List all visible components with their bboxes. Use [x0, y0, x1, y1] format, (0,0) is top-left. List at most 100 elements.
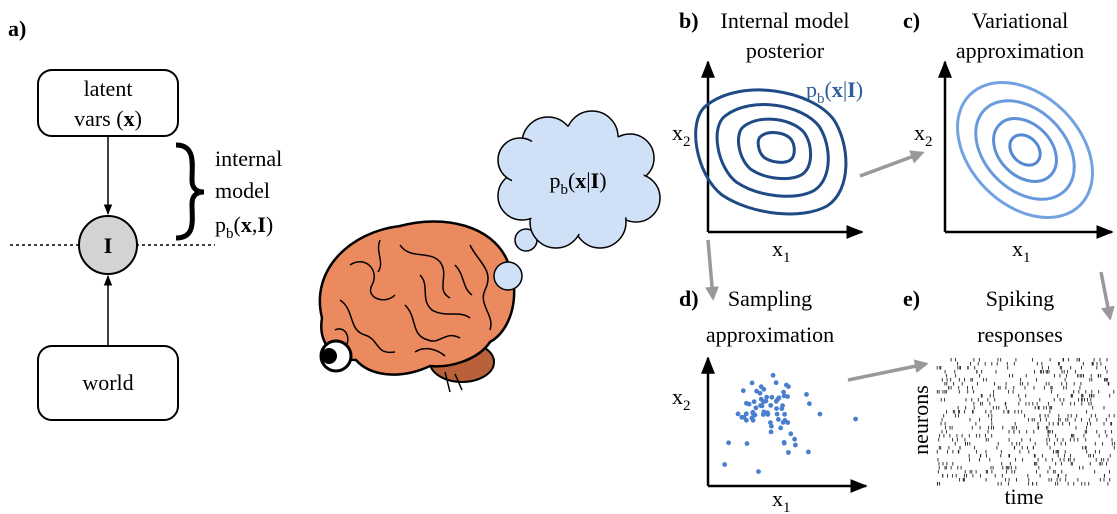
sample-point	[804, 392, 809, 397]
sample-point	[764, 399, 769, 404]
axis-label: x1	[772, 486, 791, 514]
panel-label: e)	[903, 286, 920, 311]
axis-label: x1	[772, 236, 791, 266]
sample-point	[782, 393, 787, 398]
panel-label: c)	[903, 8, 920, 33]
text-part: b	[560, 182, 568, 198]
panel-title: approximation	[956, 38, 1084, 63]
sample-point	[726, 440, 731, 445]
brace	[176, 145, 204, 238]
sample-point	[745, 441, 750, 446]
sample-point	[778, 426, 783, 431]
sample-point	[744, 401, 749, 406]
panel-title: Sampling	[728, 286, 812, 311]
sample-point	[771, 373, 776, 378]
sample-point	[741, 388, 746, 393]
sample-point	[758, 391, 763, 396]
axis-label: neurons	[908, 385, 933, 455]
sample-point	[788, 431, 793, 436]
axis-label: x2	[914, 120, 933, 150]
text-part: p	[549, 168, 560, 193]
text-part: (	[568, 168, 575, 193]
text-part: I	[591, 168, 600, 193]
sample-point	[774, 399, 779, 404]
text-part: b	[226, 226, 234, 242]
panel-label: d)	[679, 286, 699, 311]
sample-point	[739, 415, 744, 420]
arrow	[708, 240, 713, 298]
sample-point	[752, 399, 757, 404]
text-part: I	[847, 77, 856, 102]
text-part: x	[241, 212, 252, 237]
axis-label: time	[1004, 484, 1043, 509]
contour	[738, 119, 810, 179]
panel-title: approximation	[706, 322, 834, 347]
thought-bubble	[494, 111, 660, 290]
sample-point	[786, 450, 791, 455]
arrow	[848, 364, 926, 380]
text-part: x	[914, 120, 925, 145]
sample-point	[759, 397, 764, 402]
sample-point	[807, 401, 812, 406]
panel-title: Variational	[972, 8, 1069, 33]
sample-point	[786, 384, 791, 389]
node-label: I	[104, 233, 113, 258]
axis-label: x2	[672, 120, 691, 150]
sample-point	[793, 443, 798, 448]
text-part: x	[772, 236, 783, 261]
latent-text: latent	[84, 76, 133, 101]
sample-point	[758, 403, 763, 408]
text-part: x	[772, 486, 783, 511]
sample-point	[769, 430, 774, 435]
sample-point	[764, 395, 769, 400]
model-text: model	[215, 178, 270, 203]
panel-label: b)	[679, 8, 699, 33]
brain	[320, 221, 514, 392]
sample-point	[774, 406, 779, 411]
sample-point	[774, 380, 779, 385]
figure: a) latent vars (x) I world internal mode…	[0, 0, 1117, 514]
sample-point	[722, 462, 727, 467]
sample-point	[750, 416, 755, 421]
text-part: (	[234, 212, 241, 237]
posterior-contours	[696, 90, 846, 214]
panel-title: Spiking	[986, 286, 1054, 311]
text-part: x	[575, 168, 586, 193]
text-part: 2	[683, 134, 691, 150]
text-part: x	[124, 106, 135, 131]
sample-point	[792, 437, 797, 442]
sample-point	[818, 412, 823, 417]
text-part: )	[135, 106, 142, 131]
panel-title: Internal model	[721, 8, 850, 33]
text-part: 2	[925, 134, 933, 150]
variational-ellipses	[931, 56, 1117, 244]
sample-point	[806, 450, 811, 455]
text-part: x	[672, 120, 683, 145]
sample-point	[781, 420, 786, 425]
sample-point	[779, 406, 784, 411]
sample-point	[853, 417, 858, 422]
text-part: p	[215, 212, 226, 237]
text-part: )	[266, 212, 273, 237]
sample-point	[750, 381, 755, 386]
text-part: x	[672, 384, 683, 409]
sample-point	[776, 417, 781, 422]
text-part: I	[257, 212, 266, 237]
panel-title: posterior	[746, 38, 825, 63]
text-part: 1	[783, 250, 791, 266]
axis-label: x2	[672, 384, 691, 414]
world-text: world	[82, 370, 133, 395]
axis-label: x1	[1012, 236, 1031, 266]
sample-point	[769, 424, 774, 429]
sample-point	[759, 384, 764, 389]
latent-text: vars (x)	[74, 106, 142, 131]
samples	[722, 373, 858, 474]
sample-point	[782, 441, 787, 446]
text-part: )	[856, 77, 863, 102]
text-part: x	[1012, 236, 1023, 261]
sample-point	[744, 411, 749, 416]
text-part: vars (	[74, 106, 123, 131]
sample-point	[782, 412, 787, 417]
text-part: )	[599, 168, 606, 193]
arrow	[1101, 272, 1110, 318]
